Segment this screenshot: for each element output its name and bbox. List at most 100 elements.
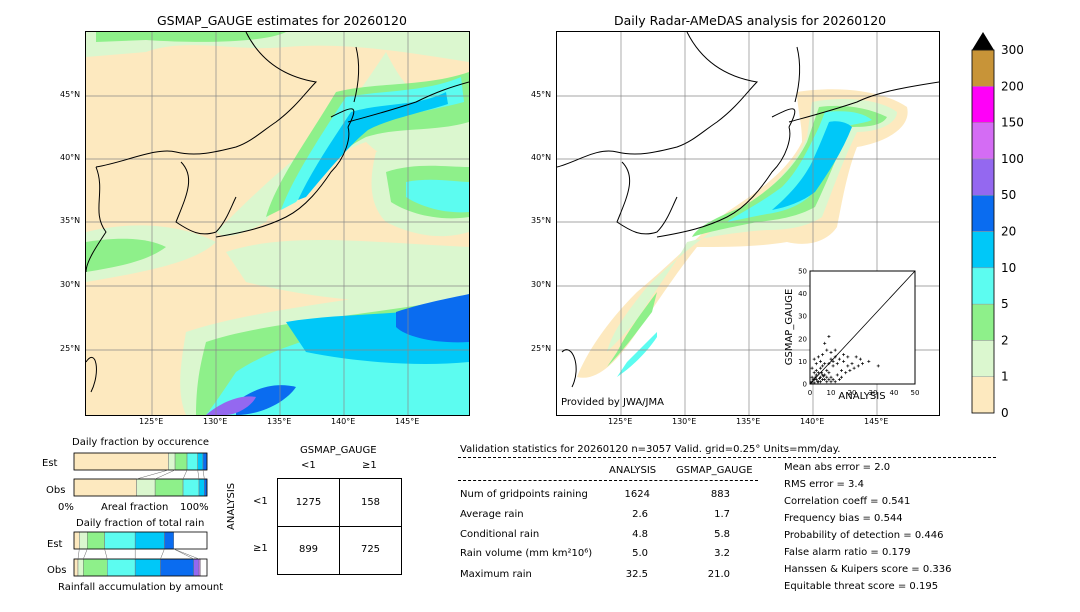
- scatter-point-11: [833, 380, 837, 384]
- colorbar-band-4: [971, 231, 995, 269]
- scatter-point-34: [829, 350, 833, 354]
- colorbar: 0 1 2 5 10 20 50 100 150 200 300: [971, 32, 1024, 420]
- occ-obs-seg-3: [182, 478, 200, 497]
- rain-obs-seg-5: [160, 558, 194, 577]
- rain-obs-seg-2: [83, 558, 108, 577]
- colorbar-label-8: 150: [1001, 116, 1024, 130]
- scatter-point-56: [848, 368, 852, 372]
- scatter-point-24: [842, 359, 846, 363]
- scatter-point-58: [856, 364, 860, 368]
- contingency-cell-00: 1275: [295, 497, 322, 508]
- data-credit: Provided by JWA/JMA: [561, 397, 664, 408]
- stat-label-maximum: Maximum rain: [460, 569, 532, 580]
- colorbar-band-3: [971, 267, 995, 305]
- scatter-point-42: [819, 380, 822, 384]
- scatter-point-65: [814, 362, 818, 366]
- scatter-point-70: [829, 357, 833, 361]
- scatter-xtick-2: 20: [848, 389, 857, 397]
- occ-est-seg-5: [202, 452, 208, 471]
- occ-est-seg-4: [197, 452, 204, 471]
- scatter-point-12: [835, 373, 839, 377]
- left-map-field: [86, 32, 469, 415]
- score-pod: Probability of detection = 0.446: [784, 530, 944, 541]
- scatter-point-62: [846, 355, 850, 359]
- left-lat-25: 25°N: [60, 344, 81, 353]
- colorbar-label-10: 300: [1001, 43, 1024, 57]
- validation-divider: [458, 457, 996, 458]
- scatter-point-28: [858, 357, 862, 361]
- colorbar-label-1: 1: [1001, 370, 1009, 384]
- scatter-point-51: [815, 380, 819, 384]
- score-hk: Hanssen & Kuipers score = 0.336: [784, 564, 952, 575]
- validation-col-analysis: ANALYSIS: [609, 465, 657, 476]
- left-lat-45: 45°N: [60, 90, 81, 99]
- scatter-xtick-5: 50: [911, 389, 920, 397]
- stat-analysis-volume: 5.0: [632, 548, 648, 559]
- totalrain-chart-title: Daily fraction of total rain: [76, 518, 205, 529]
- scatter-point-45: [825, 375, 829, 379]
- left-lon-130: 130°E: [203, 417, 228, 426]
- left-lon-140: 140°E: [331, 417, 356, 426]
- scatter-point-38: [810, 375, 814, 379]
- right-lon-130: 130°E: [672, 417, 697, 426]
- occ-obs-seg-1: [136, 478, 156, 497]
- scatter-point-44: [823, 377, 827, 381]
- rain-est-label: Est: [47, 539, 63, 550]
- scatter-point-61: [842, 353, 846, 357]
- scatter-point-16: [814, 368, 818, 372]
- right-lat-35: 35°N: [531, 216, 552, 225]
- scatter-point-40: [814, 373, 818, 377]
- score-rmse: RMS error = 3.4: [784, 479, 864, 490]
- scatter-point-50: [813, 375, 817, 379]
- scatter-point-60: [837, 357, 841, 361]
- contingency-cell-11: 725: [360, 544, 381, 555]
- rain-obs-seg-3: [107, 558, 136, 577]
- rain-obs-seg-6: [193, 558, 200, 577]
- right-lat-45: 45°N: [531, 90, 552, 99]
- scatter-xtick-3: 30: [869, 389, 878, 397]
- stat-analysis-gridpoints: 1624: [624, 489, 650, 500]
- colorbar-label-7: 100: [1001, 152, 1024, 166]
- right-lat-25: 25°N: [531, 344, 552, 353]
- right-lon-140: 140°E: [800, 417, 825, 426]
- contingency-row-ge1: ≥1: [253, 543, 268, 554]
- colorbar-label-5: 20: [1001, 225, 1016, 239]
- left-lon-135: 135°E: [267, 417, 292, 426]
- scatter-point-46: [827, 371, 831, 375]
- occ-obs-seg-2: [154, 478, 184, 497]
- right-lon-145: 145°E: [864, 417, 889, 426]
- scatter-point-68: [810, 366, 814, 370]
- contingency-col-lt1: <1: [301, 460, 316, 471]
- validation-subdivider: [458, 480, 758, 481]
- scatter-plot: 0 10 20 30 40 50 0 10 20 30 40 50 ANALYSIS GSMAP_G…: [784, 268, 920, 403]
- colorbar-band-5: [971, 194, 995, 232]
- rain-xlabel: Rainfall accumulation by amount: [58, 582, 223, 593]
- occ-xtick-right: 100%: [180, 502, 209, 513]
- score-far: False alarm ratio = 0.179: [784, 547, 911, 558]
- scatter-point-18: [821, 364, 825, 368]
- scatter-point-13: [837, 377, 841, 381]
- occ-obs-seg-0: [73, 478, 137, 497]
- scatter-ytick-2: 20: [798, 335, 807, 343]
- validation-col-gsmap: GSMAP_GAUGE: [676, 465, 753, 476]
- stat-label-gridpoints: Num of gridpoints raining: [460, 489, 588, 500]
- left-lon-145: 145°E: [395, 417, 420, 426]
- colorbar-band-0: [971, 376, 995, 414]
- right-lat-40: 40°N: [531, 153, 552, 162]
- right-map-field: [557, 32, 939, 415]
- left-lat-40: 40°N: [60, 153, 81, 162]
- scatter-ytick-1: 10: [798, 358, 807, 366]
- scatter-ytick-4: 40: [798, 290, 807, 298]
- scatter-point-27: [854, 355, 858, 359]
- colorbar-label-0: 0: [1001, 406, 1009, 420]
- scatter-point-21: [831, 364, 835, 368]
- stat-label-volume: Rain volume (mm km²10⁶): [460, 548, 593, 559]
- scatter-point-23: [840, 368, 843, 372]
- rain-est-seg-3: [104, 531, 136, 550]
- scatter-point-8: [827, 377, 831, 381]
- scatter-point-26: [850, 362, 854, 366]
- scatter-xtick-1: 10: [827, 389, 836, 397]
- rain-est-seg-0: [73, 531, 80, 550]
- occurrence-chart-title: Daily fraction by occurence: [72, 437, 210, 448]
- scatter-point-53: [820, 371, 824, 375]
